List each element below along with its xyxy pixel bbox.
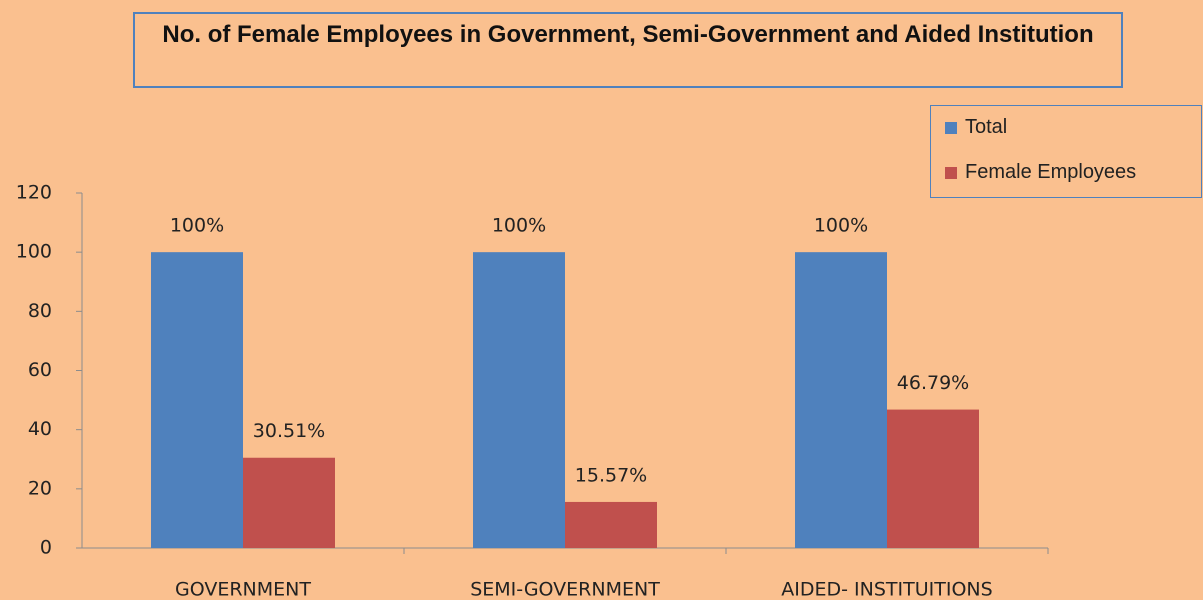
legend-item: Female Employees [945,161,1136,184]
data-label: 30.51% [253,420,325,442]
x-tick-label: GOVERNMENT [175,579,311,600]
legend-swatch [945,121,957,134]
y-tick-label: 40 [28,418,52,440]
y-tick-label: 120 [16,182,52,204]
data-label: 100% [492,215,546,237]
data-label: 46.79% [897,372,969,394]
data-label: 15.57% [575,464,647,486]
legend-label: Female Employees [965,161,1137,183]
bar [473,252,565,548]
y-tick-label: 20 [28,477,52,499]
bar [795,252,887,548]
x-tick-label: SEMI-GOVERNMENT [470,579,660,600]
legend-label: Total [965,116,1008,138]
y-tick-label: 80 [28,300,52,322]
x-tick-label: AIDED- INSTITUITIONS [781,579,992,600]
data-label: 100% [170,215,224,237]
bar [565,501,657,548]
bar [243,457,335,548]
legend-swatch [945,166,957,179]
data-label: 100% [814,215,868,237]
y-tick-label: 100 [16,241,52,263]
bar [151,252,243,548]
y-tick-label: 0 [40,537,52,559]
chart-title: No. of Female Employees in Government, S… [133,12,1123,88]
y-tick-label: 60 [28,359,52,381]
legend: Total Female Employees [930,105,1202,198]
legend-item: Total [945,116,1007,139]
bar [887,409,979,548]
